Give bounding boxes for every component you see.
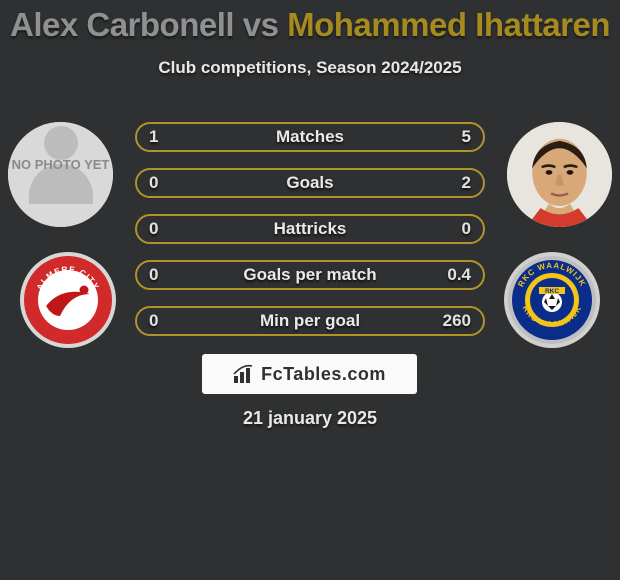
stat-left-value: 0 [149,311,158,331]
svg-text:RKC: RKC [545,288,559,295]
stat-right-value: 0 [462,219,471,239]
date-text: 21 january 2025 [0,408,620,429]
player2-name: Mohammed Ihattaren [287,6,610,43]
stat-label: Hattricks [274,219,347,239]
vs-text: vs [243,6,279,43]
stat-left-value: 0 [149,219,158,239]
stat-row-goals: 0 Goals 2 [135,168,485,198]
no-photo-text: NO PHOTO YET [12,158,110,172]
stat-label: Min per goal [260,311,360,331]
player1-avatar: NO PHOTO YET [8,122,113,227]
no-photo-placeholder: NO PHOTO YET [8,122,113,227]
player2-face-icon [507,122,612,227]
stat-row-hattricks: 0 Hattricks 0 [135,214,485,244]
stat-left-value: 1 [149,127,158,147]
player2-avatar [507,122,612,227]
stat-right-value: 5 [462,127,471,147]
stat-right-value: 260 [443,311,471,331]
stat-row-matches: 1 Matches 5 [135,122,485,152]
stat-left-value: 0 [149,265,158,285]
player1-name: Alex Carbonell [10,6,234,43]
stat-label: Goals per match [243,265,376,285]
stat-row-gpm: 0 Goals per match 0.4 [135,260,485,290]
brand-badge: FcTables.com [202,354,417,394]
stats-container: 1 Matches 5 0 Goals 2 0 Hattricks 0 0 Go… [135,122,485,352]
player2-club-badge: RKC WAALWIJK RKC WAALWIJK RKC [502,250,602,350]
stat-right-value: 2 [462,173,471,193]
bar-chart-icon [233,364,255,384]
stat-row-mpg: 0 Min per goal 260 [135,306,485,336]
stat-right-value: 0.4 [447,265,471,285]
rkc-waalwijk-badge-icon: RKC WAALWIJK RKC WAALWIJK RKC [502,250,602,350]
brand-text: FcTables.com [261,364,386,385]
stat-left-value: 0 [149,173,158,193]
almere-city-badge-icon: ALMERE CITY FOOTBALL CLUB [18,250,118,350]
page-title: Alex Carbonell vs Mohammed Ihattaren [0,0,620,44]
player1-club-badge: ALMERE CITY FOOTBALL CLUB [18,250,118,350]
subtitle: Club competitions, Season 2024/2025 [0,58,620,78]
stat-label: Goals [286,173,333,193]
stat-label: Matches [276,127,344,147]
